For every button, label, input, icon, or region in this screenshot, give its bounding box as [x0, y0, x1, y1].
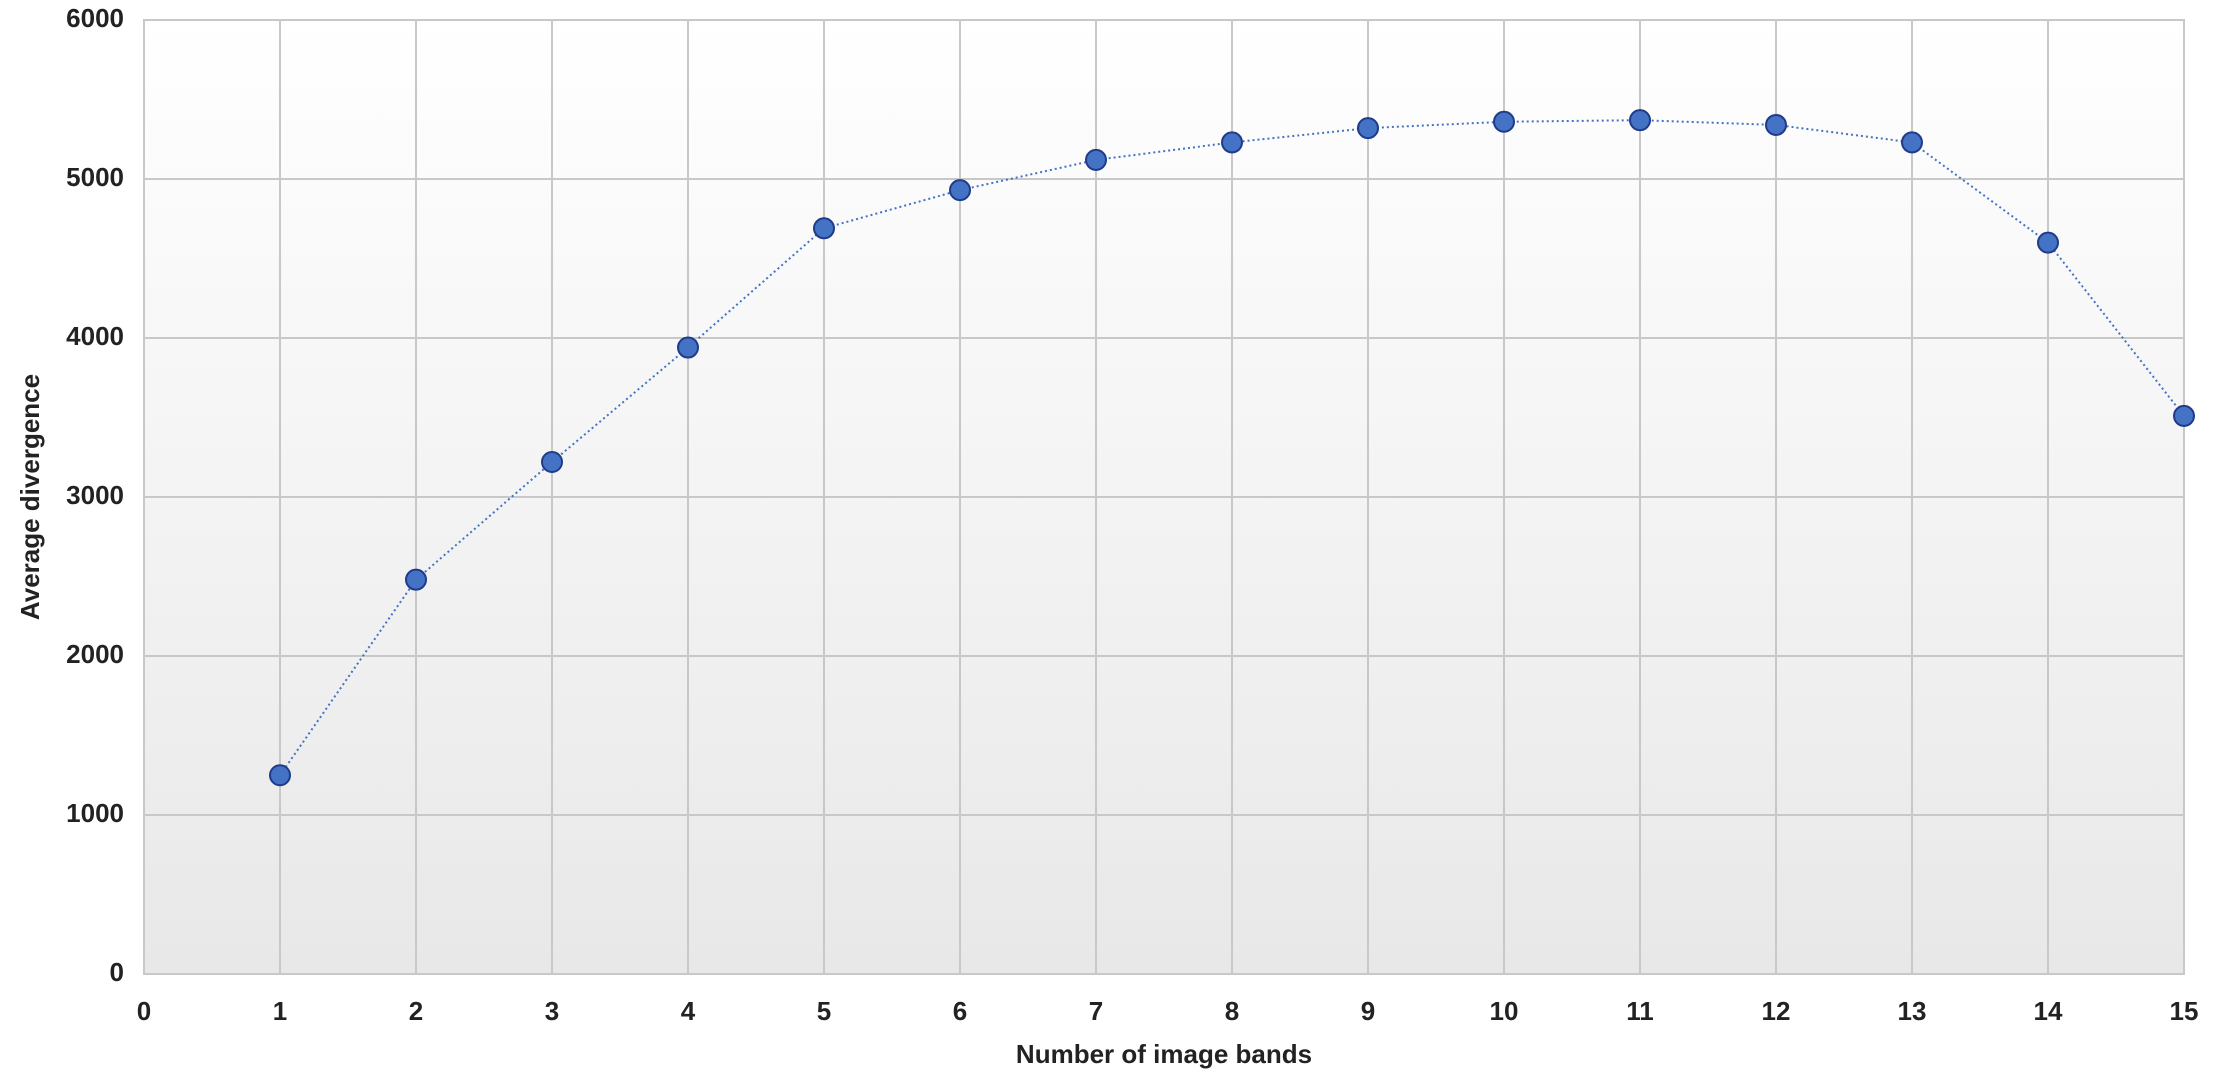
x-tick-label: 3 [545, 996, 559, 1026]
y-tick-label: 0 [110, 957, 124, 987]
data-point [269, 764, 291, 787]
data-point [1221, 131, 1243, 154]
data-point [2037, 231, 2059, 254]
x-tick-label: 10 [1490, 996, 1519, 1026]
data-point [1629, 109, 1651, 132]
data-point [1901, 131, 1923, 154]
x-tick-label: 14 [2034, 996, 2063, 1026]
x-tick-label: 11 [1626, 996, 1654, 1026]
data-point [1765, 113, 1787, 136]
x-tick-label: 2 [409, 996, 423, 1026]
x-tick-label: 6 [953, 996, 967, 1026]
x-axis-label: Number of image bands [1016, 1039, 1312, 1069]
y-tick-label: 4000 [66, 321, 124, 351]
x-tick-label: 5 [817, 996, 831, 1026]
data-point [405, 568, 427, 591]
y-tick-label: 6000 [66, 3, 124, 33]
y-tick-label: 2000 [66, 639, 124, 669]
y-tick-label: 1000 [66, 798, 124, 828]
x-tick-label: 1 [273, 996, 287, 1026]
x-tick-label: 4 [681, 996, 696, 1026]
data-point [949, 179, 971, 202]
data-point [2173, 404, 2195, 427]
y-axis-label: Average divergence [15, 374, 45, 620]
data-point [1493, 110, 1515, 133]
data-line [279, 119, 2185, 776]
data-point [677, 336, 699, 359]
data-point [1085, 148, 1107, 171]
data-point [541, 451, 563, 474]
x-tick-label: 15 [2170, 996, 2199, 1026]
x-tick-label: 8 [1225, 996, 1239, 1026]
data-point [1357, 117, 1379, 140]
x-tick-label: 7 [1089, 996, 1103, 1026]
x-tick-label: 12 [1762, 996, 1791, 1026]
x-tick-label: 0 [137, 996, 151, 1026]
x-tick-label: 9 [1361, 996, 1375, 1026]
y-tick-label: 3000 [66, 480, 124, 510]
data-point [813, 217, 835, 240]
x-tick-label: 13 [1898, 996, 1927, 1026]
y-tick-label: 5000 [66, 162, 124, 192]
